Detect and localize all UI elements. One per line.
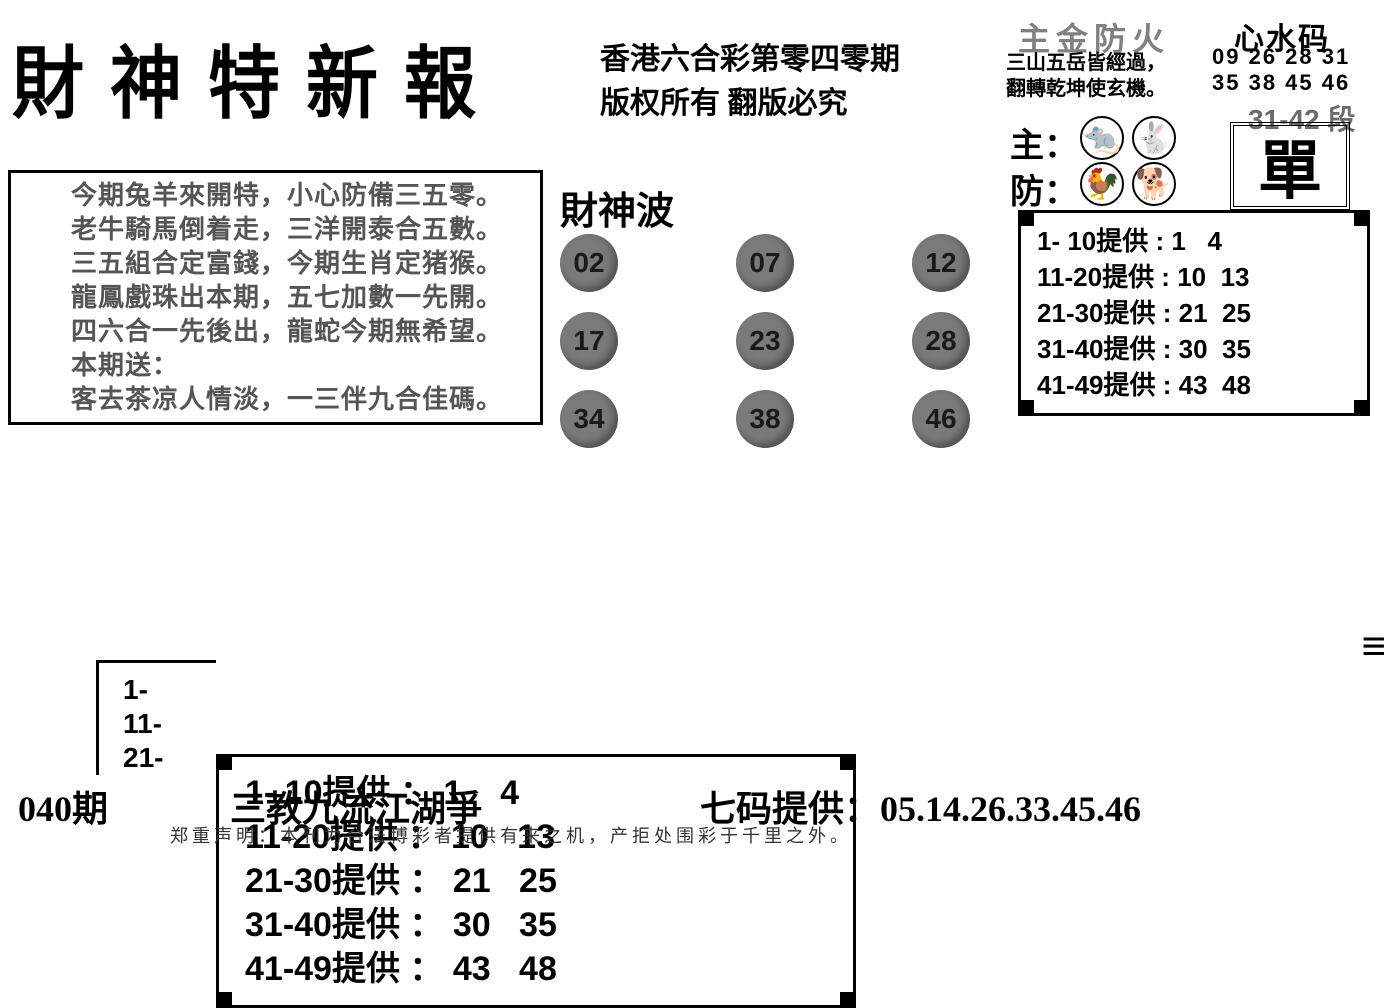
provide-box-partial: 1- 11- 21-: [96, 660, 216, 775]
provide-line: 31-40提供 ： 30 35: [245, 903, 827, 947]
zodiac-fang-1: 🐓: [1080, 162, 1124, 206]
provide-line: 11-20提供 : 10 13: [1037, 259, 1351, 295]
poem-line: 老牛騎馬倒着走，三洋開泰合五數。: [71, 213, 534, 247]
zodiac-fang-2: 🐕: [1132, 162, 1176, 206]
ball: 46: [912, 390, 970, 448]
ball: 02: [560, 234, 618, 292]
poem-line: 客去茶凉人情淡，一三伴九合佳碼。: [71, 383, 534, 417]
zodiac-zhu-1: 🐀: [1080, 116, 1124, 160]
poem-line: 今期兔羊來開特，小心防備三五零。: [71, 179, 534, 213]
ball: 28: [912, 312, 970, 370]
page-title: 財神特新報: [12, 19, 502, 135]
provide-line: 31-40提供 : 30 35: [1037, 331, 1351, 367]
poem-line: 龍鳳戲珠出本期，五七加數一先開。: [71, 281, 534, 315]
balls-row: 17 23 28: [560, 312, 980, 370]
ball: 17: [560, 312, 618, 370]
balls-grid: 02 07 12 17 23 28 34 38 46: [560, 234, 980, 468]
provide-line: 41-49提供 : 43 48: [1037, 367, 1351, 403]
disclaimer: 郑重声明：本刊为合法博彩者提供有来之机，产拒处围彩于千里之外。: [170, 822, 852, 848]
partial-line: 11-: [123, 707, 216, 741]
tr-nums-l2: 35 38 45 46: [1212, 70, 1350, 96]
ball: 23: [736, 312, 794, 370]
tr-poem: 三山五岳皆經過， 翻轉乾坤使玄機。: [1006, 50, 1166, 102]
partial-line: 1-: [123, 673, 216, 707]
provide-line: 21-30提供 ： 21 25: [245, 859, 827, 903]
tr-poem-l2: 翻轉乾坤使玄機。: [1006, 76, 1166, 102]
poem-line: 四六合一先後出，龍蛇今期無希望。: [71, 315, 534, 349]
dan-box: 單: [1230, 122, 1350, 210]
provide-line: 21-30提供 : 21 25: [1037, 295, 1351, 331]
tr-nums-l1: 09 26 28 31: [1212, 44, 1350, 70]
provide-line: 41-49提供 ： 43 48: [245, 947, 827, 991]
provide-line: 1- 10提供 : 1 4: [1037, 223, 1351, 259]
ball: 12: [912, 234, 970, 292]
poem-box: 今期兔羊來開特，小心防備三五零。 老牛騎馬倒着走，三洋開泰合五數。 三五組合定富…: [8, 170, 543, 425]
poem-line: 本期送：: [71, 349, 534, 383]
balls-title: 財神波: [560, 180, 674, 235]
fang-label: 防：: [1010, 164, 1078, 213]
poem-line: 三五組合定富錢，今期生肖定猪猴。: [71, 247, 534, 281]
ball: 07: [736, 234, 794, 292]
balls-row: 02 07 12: [560, 234, 980, 292]
tr-numbers: 09 26 28 31 35 38 45 46: [1212, 44, 1350, 96]
stray-mark: ≡: [1361, 636, 1386, 656]
provide-box-small: 1- 10提供 : 1 4 11-20提供 : 10 13 21-30提供 : …: [1018, 210, 1370, 416]
seven-nums: 05.14.26.33.45.46: [880, 789, 1141, 829]
header-line-1: 香港六合彩第零四零期: [600, 34, 900, 78]
balls-row: 34 38 46: [560, 390, 980, 448]
zodiac-zhu-2: 🐇: [1132, 116, 1176, 160]
partial-line: 21-: [123, 741, 216, 775]
tr-poem-l1: 三山五岳皆經過，: [1006, 50, 1166, 76]
header-line-2: 版权所有 翻版必究: [600, 78, 848, 122]
ball: 38: [736, 390, 794, 448]
issue-number: 040期: [18, 780, 108, 832]
ball: 34: [560, 390, 618, 448]
zhu-label: 主：: [1010, 118, 1078, 167]
